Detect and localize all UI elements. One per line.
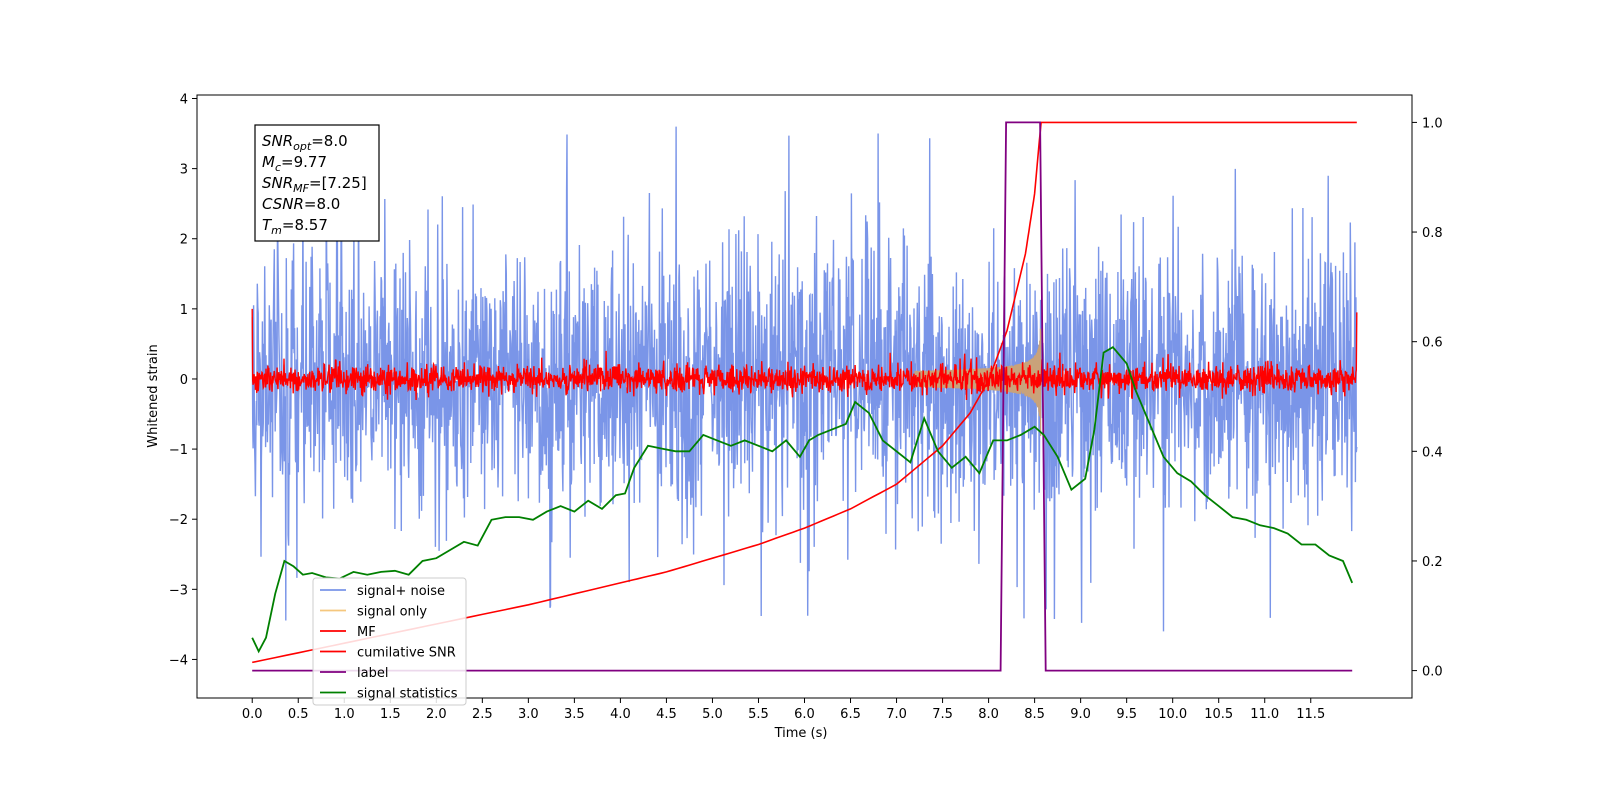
legend-entry-label: MF <box>357 625 376 640</box>
series-layer <box>251 121 1358 672</box>
x-tick-label: 2.5 <box>472 707 493 722</box>
y-right-tick-label: 0.4 <box>1422 445 1443 460</box>
legend-entry-label: signal+ noise <box>357 584 445 599</box>
y-left-tick-label: −4 <box>169 653 188 668</box>
y-right-tick-label: 1.0 <box>1422 116 1443 131</box>
y-left-tick-label: 0 <box>180 373 188 388</box>
series-cumulative-snr <box>252 121 1357 664</box>
x-tick-label: 5.0 <box>702 707 723 722</box>
x-axis-ticks: 0.0 0.5 1.0 1.5 2.0 2.5 3.0 3.5 4.0 4.5 5.0 5.5 6.0 6… <box>242 698 1325 722</box>
series-signal-statistics <box>251 346 1354 654</box>
y-left-tick-label: −1 <box>169 443 188 458</box>
x-tick-label: 5.5 <box>748 707 769 722</box>
x-axis-label: Time (s) <box>774 726 828 741</box>
x-tick-label: 9.5 <box>1116 707 1137 722</box>
x-tick-label: 10.0 <box>1158 707 1187 722</box>
x-tick-label: 3.5 <box>564 707 585 722</box>
x-tick-label: 11.5 <box>1296 707 1325 722</box>
x-tick-label: 4.0 <box>610 707 631 722</box>
y-axis-label: Whitened strain <box>146 344 161 447</box>
x-tick-label: 3.0 <box>518 707 539 722</box>
x-tick-label: 9.0 <box>1070 707 1091 722</box>
y-left-tick-label: 3 <box>180 163 188 178</box>
x-tick-label: 8.5 <box>1024 707 1045 722</box>
series-signal-noise <box>251 126 1358 632</box>
y-right-tick-label: 0.2 <box>1422 555 1443 570</box>
y-left-tick-label: −2 <box>169 513 188 528</box>
legend-entry-label: cumilative SNR <box>357 646 456 661</box>
x-tick-label: 1.0 <box>334 707 355 722</box>
x-tick-label: 4.5 <box>656 707 677 722</box>
series-label <box>252 121 1353 672</box>
y-left-tick-label: 1 <box>180 303 188 318</box>
x-tick-label: 11.0 <box>1250 707 1279 722</box>
x-tick-label: 7.5 <box>932 707 953 722</box>
y-left-tick-label: −3 <box>169 583 188 598</box>
x-tick-label: 7.0 <box>886 707 907 722</box>
y-axis-left-ticks: 4 3 2 1 0 −1 −2 −3 −4 <box>169 93 197 668</box>
legend-frame <box>312 577 467 706</box>
x-tick-label: 6.5 <box>840 707 861 722</box>
x-tick-label: 6.0 <box>794 707 815 722</box>
x-tick-label: 0.5 <box>288 707 309 722</box>
annotation-line: CSNR=8.0 <box>262 195 340 213</box>
annotation-line: SNRopt=8.0 <box>262 132 348 153</box>
legend-entry-label: signal statistics <box>357 687 458 702</box>
annotation-line: Tm=8.57 <box>262 216 328 237</box>
y-left-tick-label: 4 <box>180 93 188 108</box>
x-tick-label: 1.5 <box>380 707 401 722</box>
x-tick-label: 8.0 <box>978 707 999 722</box>
series-mf <box>251 308 1358 401</box>
y-right-tick-label: 0.6 <box>1422 336 1443 351</box>
y-right-tick-label: 0.0 <box>1422 665 1443 680</box>
y-right-tick-label: 0.8 <box>1422 226 1443 241</box>
annotation-frame <box>254 124 380 242</box>
annotation-line: Mc=9.77 <box>262 153 327 174</box>
legend: signal+ noise signal only MF cumilative SNR… <box>312 577 467 706</box>
x-tick-label: 0.0 <box>242 707 263 722</box>
y-left-tick-label: 2 <box>180 233 188 248</box>
y-axis-right-ticks: 1.0 0.8 0.6 0.4 0.2 0.0 <box>1412 116 1443 680</box>
annotation-line: SNRMF=[7.25] <box>262 174 367 195</box>
x-tick-label: 2.0 <box>426 707 447 722</box>
x-tick-label: 10.5 <box>1204 707 1233 722</box>
legend-entry-label: signal only <box>357 605 427 620</box>
legend-entry-label: label <box>357 666 388 681</box>
